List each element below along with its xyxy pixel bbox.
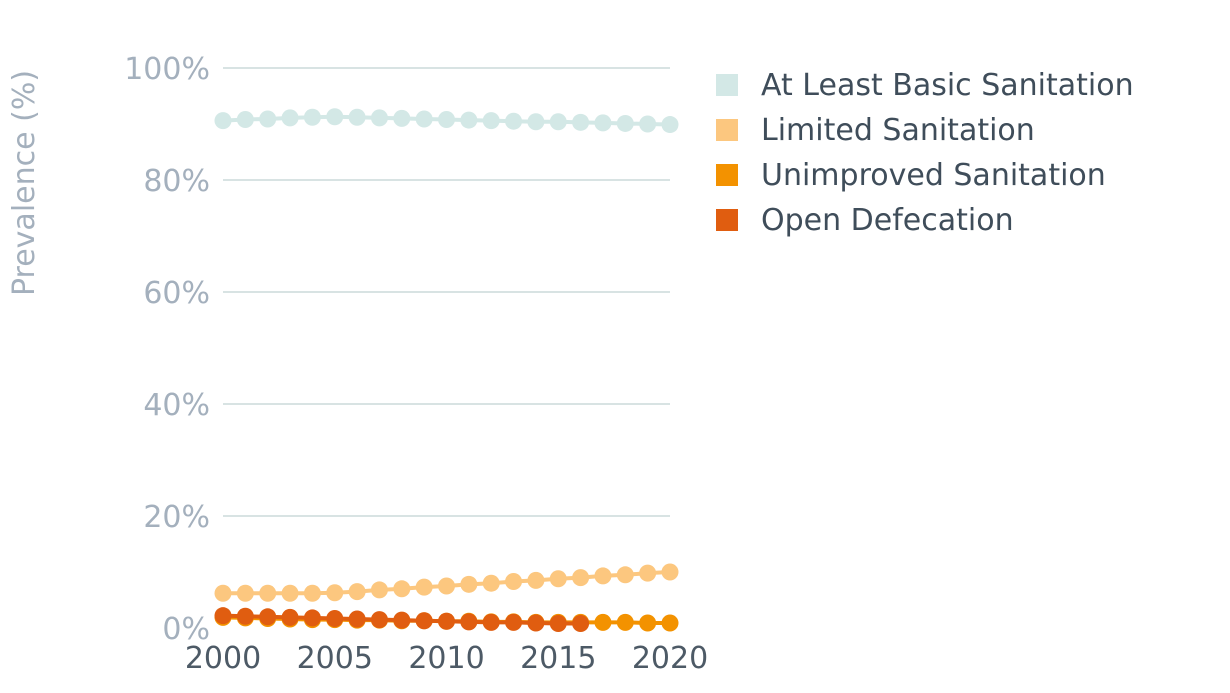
legend-label: Unimproved Sanitation: [761, 158, 1106, 193]
legend-label: At Least Basic Sanitation: [761, 68, 1134, 103]
data-point[interactable]: [639, 564, 657, 582]
data-point[interactable]: [348, 108, 366, 126]
data-point[interactable]: [460, 575, 478, 593]
y-tick-label: 40%: [143, 388, 210, 423]
data-point[interactable]: [572, 113, 590, 131]
legend-swatch: [716, 164, 738, 186]
data-point[interactable]: [393, 611, 411, 629]
y-axis-ticks: 0% 20% 40% 60% 80% 100%: [124, 52, 210, 647]
data-point[interactable]: [415, 578, 433, 596]
data-point[interactable]: [259, 110, 277, 128]
data-point[interactable]: [326, 609, 344, 627]
data-point[interactable]: [482, 574, 500, 592]
data-point[interactable]: [639, 115, 657, 133]
series-1: [214, 563, 679, 602]
data-point[interactable]: [370, 581, 388, 599]
data-point[interactable]: [348, 610, 366, 628]
x-tick-label: 2020: [632, 641, 708, 676]
x-tick-label: 2005: [297, 641, 373, 676]
data-point[interactable]: [438, 111, 455, 129]
legend-swatch: [716, 74, 738, 96]
gridlines: [223, 67, 670, 517]
data-point[interactable]: [616, 566, 634, 584]
legend-swatch: [716, 209, 738, 231]
x-tick-label: 2015: [520, 641, 596, 676]
data-point[interactable]: [236, 607, 254, 625]
data-point[interactable]: [393, 109, 411, 127]
data-point[interactable]: [281, 109, 299, 127]
data-point[interactable]: [281, 584, 299, 602]
data-point[interactable]: [326, 584, 344, 602]
y-tick-label: 60%: [143, 276, 210, 311]
data-point[interactable]: [281, 608, 299, 626]
data-point[interactable]: [370, 611, 388, 629]
series-0: [214, 108, 679, 134]
data-point[interactable]: [616, 114, 634, 132]
y-tick-label: 20%: [143, 500, 210, 535]
data-point[interactable]: [236, 111, 254, 129]
data-point[interactable]: [594, 613, 612, 631]
data-point[interactable]: [214, 112, 232, 130]
data-point[interactable]: [236, 584, 254, 602]
data-point[interactable]: [661, 614, 679, 632]
legend-item[interactable]: Open Defecation: [716, 203, 1014, 238]
data-point[interactable]: [594, 567, 612, 585]
data-point[interactable]: [303, 108, 321, 126]
data-point[interactable]: [505, 573, 523, 591]
data-point[interactable]: [482, 613, 500, 631]
series-layer: [214, 108, 679, 633]
data-point[interactable]: [527, 113, 545, 131]
x-tick-label: 2000: [185, 641, 261, 676]
data-point[interactable]: [482, 112, 500, 130]
data-point[interactable]: [214, 584, 232, 602]
legend-item[interactable]: Unimproved Sanitation: [716, 158, 1106, 193]
data-point[interactable]: [549, 113, 567, 131]
legend: At Least Basic Sanitation Limited Sanitat…: [716, 68, 1134, 238]
x-tick-label: 2010: [408, 641, 484, 676]
data-point[interactable]: [460, 111, 478, 129]
data-point[interactable]: [214, 607, 232, 625]
data-point[interactable]: [326, 108, 344, 126]
data-point[interactable]: [549, 615, 567, 633]
data-point[interactable]: [661, 116, 679, 134]
y-tick-label: 0%: [162, 612, 210, 647]
series-3: [214, 607, 590, 633]
legend-item[interactable]: At Least Basic Sanitation: [716, 68, 1134, 103]
x-axis-ticks: 2000 2005 2010 2015 2020: [185, 641, 708, 676]
data-point[interactable]: [370, 109, 388, 127]
data-point[interactable]: [594, 114, 612, 132]
data-point[interactable]: [572, 569, 590, 587]
data-point[interactable]: [505, 613, 523, 631]
data-point[interactable]: [438, 577, 455, 595]
legend-label: Open Defecation: [761, 203, 1014, 238]
data-point[interactable]: [303, 609, 321, 627]
data-point[interactable]: [527, 571, 545, 589]
data-point[interactable]: [460, 613, 478, 631]
data-point[interactable]: [393, 580, 411, 598]
data-point[interactable]: [572, 615, 590, 633]
legend-swatch: [716, 119, 738, 141]
legend-label: Limited Sanitation: [761, 113, 1035, 148]
data-point[interactable]: [348, 583, 366, 601]
legend-item[interactable]: Limited Sanitation: [716, 113, 1035, 148]
data-point[interactable]: [259, 584, 277, 602]
data-point[interactable]: [303, 584, 321, 602]
data-point[interactable]: [415, 110, 433, 128]
data-point[interactable]: [415, 612, 433, 630]
y-tick-label: 80%: [143, 164, 210, 199]
y-tick-label: 100%: [124, 52, 210, 87]
data-point[interactable]: [527, 614, 545, 632]
data-point[interactable]: [505, 112, 523, 130]
data-point[interactable]: [259, 608, 277, 626]
data-point[interactable]: [438, 612, 455, 630]
data-point[interactable]: [639, 614, 657, 632]
data-point[interactable]: [661, 563, 679, 581]
y-axis-title: Prevalence (%): [7, 70, 42, 296]
data-point[interactable]: [616, 613, 634, 631]
data-point[interactable]: [549, 570, 567, 588]
